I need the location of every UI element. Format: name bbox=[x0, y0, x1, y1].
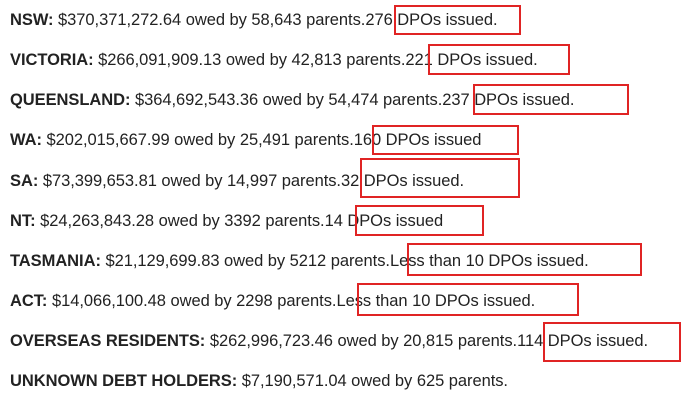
state-label: ACT: bbox=[10, 292, 48, 310]
dpo-count: 32 DPOs issued. bbox=[340, 172, 465, 190]
parents-label: parents. bbox=[306, 11, 366, 29]
list-item-wa: WA: $202,015,667.99 owed by 25,491 paren… bbox=[10, 128, 481, 152]
list-item-act: ACT: $14,066,100.48 owed by 2298 parents… bbox=[10, 289, 535, 313]
owed-by-text: owed by bbox=[262, 91, 324, 109]
list-item-overseas-residents: OVERSEAS RESIDENTS: $262,996,723.46 owed… bbox=[10, 329, 648, 353]
list-item-sa: SA: $73,399,653.81 owed by 14,997 parent… bbox=[10, 169, 464, 193]
amount-owed: $7,190,571.04 bbox=[241, 372, 347, 390]
state-label: SA: bbox=[10, 172, 39, 190]
parent-count: 58,643 bbox=[251, 11, 302, 29]
parent-count: 625 bbox=[416, 372, 445, 390]
parent-count: 42,813 bbox=[291, 51, 342, 69]
parent-count: 14,997 bbox=[227, 172, 278, 190]
amount-owed: $262,996,723.46 bbox=[209, 332, 333, 350]
parents-label: parents. bbox=[448, 372, 508, 390]
parent-count: 5212 bbox=[289, 252, 327, 270]
amount-owed: $364,692,543.36 bbox=[135, 91, 259, 109]
owed-by-text: owed by bbox=[185, 11, 247, 29]
parents-label: parents. bbox=[330, 252, 390, 270]
state-label: TASMANIA: bbox=[10, 252, 101, 270]
owed-by-text: owed by bbox=[225, 51, 287, 69]
dpo-count: 160 DPOs issued bbox=[353, 131, 482, 149]
parent-count: 20,815 bbox=[403, 332, 454, 350]
owed-by-text: owed by bbox=[158, 212, 220, 230]
parents-label: parents. bbox=[346, 51, 406, 69]
amount-owed: $14,066,100.48 bbox=[51, 292, 166, 310]
dpo-count: Less than 10 DPOs issued. bbox=[389, 252, 589, 270]
owed-by-text: owed by bbox=[174, 131, 236, 149]
state-label: OVERSEAS RESIDENTS: bbox=[10, 332, 206, 350]
state-label: NSW: bbox=[10, 11, 54, 29]
parent-count: 25,491 bbox=[239, 131, 290, 149]
amount-owed: $21,129,699.83 bbox=[105, 252, 220, 270]
list-item-nt: NT: $24,263,843.28 owed by 3392 parents.… bbox=[10, 209, 443, 233]
amount-owed: $266,091,909.13 bbox=[98, 51, 222, 69]
state-label: NT: bbox=[10, 212, 36, 230]
parent-count: 3392 bbox=[224, 212, 261, 230]
parents-label: parents. bbox=[277, 292, 337, 310]
amount-owed: $202,015,667.99 bbox=[46, 131, 170, 149]
owed-by-text: owed by bbox=[351, 372, 413, 390]
list-item-queensland: QUEENSLAND: $364,692,543.36 owed by 54,4… bbox=[10, 88, 575, 112]
owed-by-text: owed by bbox=[161, 172, 223, 190]
list-item-tasmania: TASMANIA: $21,129,699.83 owed by 5212 pa… bbox=[10, 249, 589, 273]
parent-count: 54,474 bbox=[328, 91, 379, 109]
amount-owed: $24,263,843.28 bbox=[40, 212, 155, 230]
state-label: WA: bbox=[10, 131, 42, 149]
dpo-count: 237 DPOs issued. bbox=[442, 91, 575, 109]
list-item-victoria: VICTORIA: $266,091,909.13 owed by 42,813… bbox=[10, 48, 538, 72]
owed-by-text: owed by bbox=[224, 252, 286, 270]
parents-label: parents. bbox=[457, 332, 518, 350]
parents-label: parents. bbox=[265, 212, 325, 230]
dpo-count: 114 DPOs issued. bbox=[517, 332, 649, 350]
list-item-unknown-debt-holders: UNKNOWN DEBT HOLDERS: $7,190,571.04 owed… bbox=[10, 369, 508, 393]
parents-label: parents. bbox=[294, 131, 354, 149]
amount-owed: $370,371,272.64 bbox=[58, 11, 182, 29]
state-label: QUEENSLAND: bbox=[10, 91, 131, 109]
list-item-nsw: NSW: $370,371,272.64 owed by 58,643 pare… bbox=[10, 8, 498, 32]
dpo-count: 221 DPOs issued. bbox=[405, 51, 538, 69]
parents-label: parents. bbox=[383, 91, 443, 109]
dpo-count: 14 DPOs issued bbox=[324, 212, 444, 230]
owed-by-text: owed by bbox=[337, 332, 399, 350]
parent-count: 2298 bbox=[236, 292, 273, 310]
dpo-count: 276 DPOs issued. bbox=[365, 11, 498, 29]
state-label: UNKNOWN DEBT HOLDERS: bbox=[10, 372, 238, 390]
parents-label: parents. bbox=[281, 172, 341, 190]
state-label: VICTORIA: bbox=[10, 51, 94, 69]
amount-owed: $73,399,653.81 bbox=[42, 172, 157, 190]
owed-by-text: owed by bbox=[170, 292, 232, 310]
dpo-count: Less than 10 DPOs issued. bbox=[336, 292, 536, 310]
